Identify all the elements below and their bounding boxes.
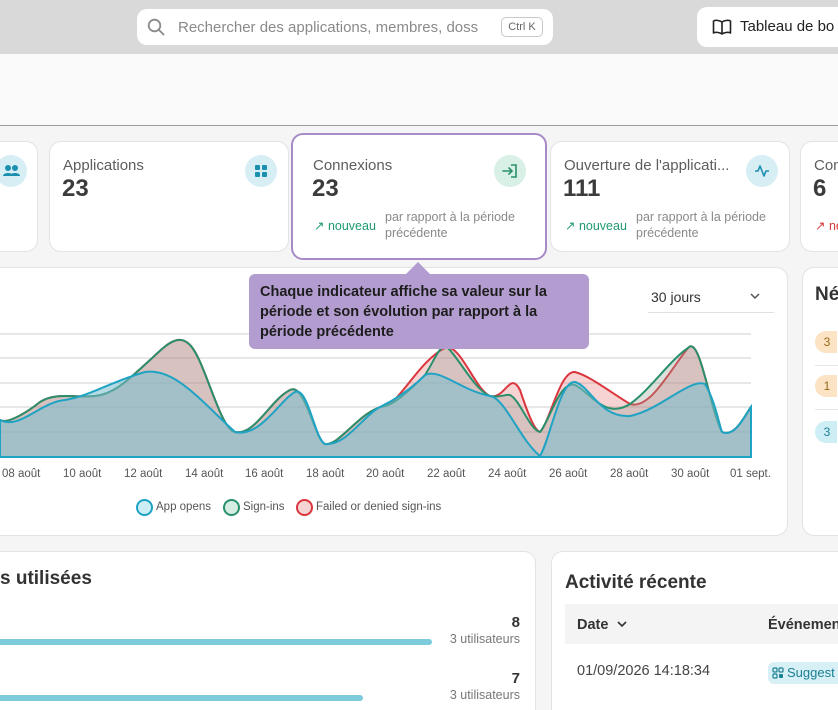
kpi-card-failed[interactable]: Con 6 ↗ ne: [800, 141, 838, 252]
search-bar[interactable]: Rechercher des applications, membres, do…: [137, 9, 553, 45]
column-header-event[interactable]: Événemen: [768, 617, 838, 633]
x-tick-label: 08 août: [2, 468, 41, 480]
search-input[interactable]: Rechercher des applications, membres, do…: [178, 19, 479, 36]
comparison-text: par rapport à la période précédente: [385, 210, 515, 240]
trend-indicator: ↗ nouveau: [565, 219, 627, 233]
kpi-value: 23: [312, 175, 339, 202]
x-tick-label: 26 août: [549, 468, 588, 480]
event-badge: Suggest: [768, 662, 838, 684]
trend-indicator: ↗ nouveau: [314, 219, 376, 233]
legend-label: Failed or denied sign-ins: [316, 501, 442, 513]
top-apps-title: s utilisées: [0, 568, 92, 589]
top-apps-panel: [0, 551, 536, 710]
x-axis-labels: 08 août 10 août 12 août 14 août 16 août …: [0, 468, 838, 484]
trend-label: ne: [828, 219, 838, 233]
legend-item-failed-sign-ins[interactable]: Failed or denied sign-ins: [296, 498, 456, 518]
chevron-down-icon: [750, 293, 760, 300]
kpi-card-members[interactable]: [0, 141, 38, 252]
trend-indicator: ↗ ne: [815, 218, 838, 233]
divider: [815, 365, 838, 366]
period-select[interactable]: 30 jours: [648, 283, 774, 313]
x-tick-label: 16 août: [245, 468, 284, 480]
count-badge: 3: [815, 331, 837, 353]
x-tick-label: 10 août: [63, 468, 102, 480]
kpi-title: Ouverture de l'applicati...: [564, 157, 730, 174]
kpi-card-applications[interactable]: Applications 23: [49, 141, 289, 252]
comparison-text: par rapport à la période précédente: [636, 210, 766, 240]
x-tick-label: 14 août: [185, 468, 224, 480]
legend-swatch: [223, 499, 240, 516]
users-icon: [0, 155, 27, 187]
event-label: Suggest: [787, 665, 835, 680]
usage-count: 7: [511, 670, 520, 687]
kpi-value: 23: [62, 175, 89, 202]
x-tick-label: 22 août: [427, 468, 466, 480]
count-badge: 3: [815, 421, 837, 443]
side-panel: [802, 267, 838, 536]
dashboard-button[interactable]: Tableau de bo: [697, 7, 838, 47]
kpi-card-app-opens[interactable]: Ouverture de l'applicati... 111 ↗ nouvea…: [550, 141, 790, 252]
divider: [815, 409, 838, 410]
row-date: 01/09/2026 14:18:34: [577, 663, 711, 679]
book-icon: [712, 19, 732, 35]
period-select-value: 30 jours: [651, 289, 701, 305]
user-count: 3 utilisateurs: [449, 632, 520, 646]
apps-grid-icon: [245, 155, 277, 187]
activity-chart: [0, 333, 752, 458]
kpi-value: 111: [563, 175, 601, 202]
dashboard-button-label: Tableau de bo: [740, 18, 835, 35]
search-icon: [147, 18, 165, 36]
activity-pulse-icon: [746, 155, 778, 187]
x-tick-label: 30 août: [671, 468, 710, 480]
x-tick-label: 01 sept.: [730, 468, 771, 480]
usage-bar: [0, 695, 363, 701]
shortcut-badge: Ctrl K: [501, 17, 543, 37]
column-header-date[interactable]: Date: [577, 617, 628, 633]
kpi-title: Applications: [63, 157, 144, 174]
trend-label: nouveau: [578, 219, 627, 233]
user-count: 3 utilisateurs: [449, 688, 520, 702]
top-bar: Rechercher des applications, membres, do…: [0, 0, 838, 54]
count-badge: 1: [815, 375, 837, 397]
tooltip-arrow: [406, 262, 430, 274]
x-tick-label: 28 août: [610, 468, 649, 480]
table-header: Date Événemen: [565, 604, 838, 644]
legend-swatch: [296, 499, 313, 516]
x-tick-label: 20 août: [366, 468, 405, 480]
x-tick-label: 24 août: [488, 468, 527, 480]
kpi-card-connexions[interactable]: Connexions 23 ↗ nouveau par rapport à la…: [291, 133, 547, 260]
legend-label: App opens: [156, 501, 211, 513]
kpi-title: Connexions: [313, 157, 393, 174]
usage-count: 8: [511, 614, 520, 631]
x-tick-label: 12 août: [124, 468, 163, 480]
suggestion-icon: [772, 667, 784, 679]
recent-activity-title: Activité récente: [565, 572, 707, 593]
x-tick-label: 18 août: [306, 468, 345, 480]
usage-bar: [0, 639, 432, 645]
legend-item-sign-ins[interactable]: Sign-ins: [223, 498, 293, 518]
legend-swatch: [136, 499, 153, 516]
column-header-label: Date: [577, 617, 609, 633]
kpi-value: 6: [813, 175, 827, 202]
kpi-title: Con: [814, 157, 838, 174]
chevron-down-icon: [617, 621, 628, 628]
legend-item-app-opens[interactable]: App opens: [136, 498, 216, 518]
page-header: [0, 54, 838, 126]
app-opens-area: [0, 370, 752, 458]
side-panel-title: Né: [815, 284, 838, 305]
onboarding-tooltip: Chaque indicateur affiche sa valeur sur …: [249, 274, 589, 349]
legend-label: Sign-ins: [243, 501, 285, 513]
trend-label: nouveau: [327, 219, 376, 233]
login-icon: [494, 155, 526, 187]
